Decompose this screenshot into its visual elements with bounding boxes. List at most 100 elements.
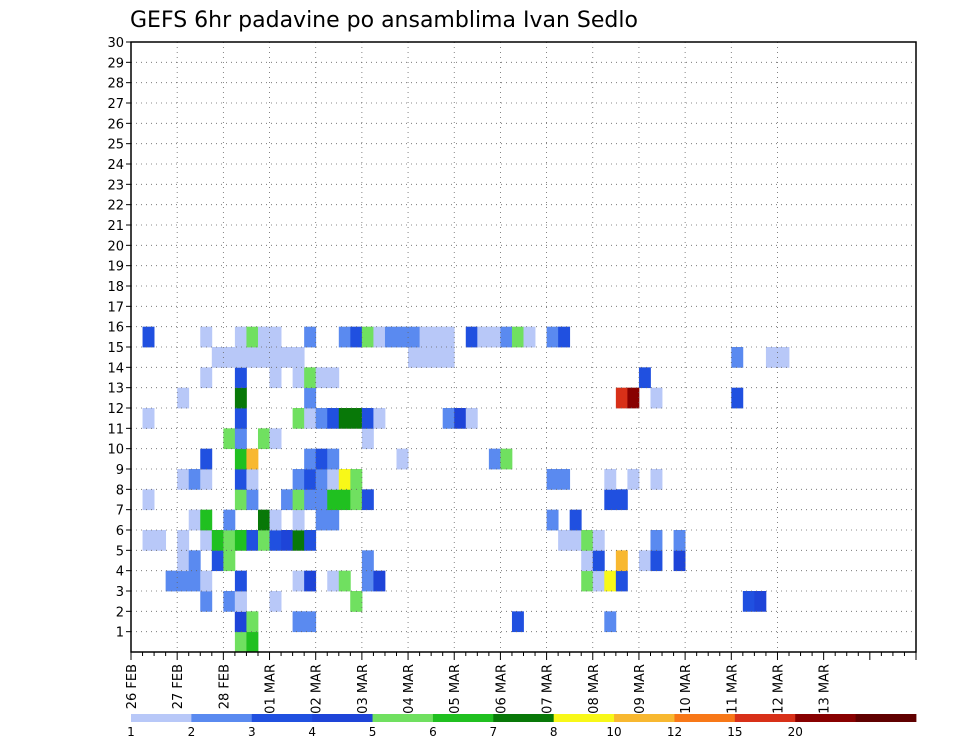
heatmap-cell <box>211 530 224 551</box>
colorbar-swatch <box>432 714 494 722</box>
heatmap-cell <box>281 489 294 511</box>
x-tick-label: 27 FEB <box>171 664 186 709</box>
heatmap-cell <box>396 326 409 348</box>
heatmap-cell <box>315 469 328 490</box>
heatmap-cell <box>246 631 259 653</box>
heatmap-cell <box>742 591 755 612</box>
heatmap-cell <box>511 611 524 633</box>
heatmap-cell <box>315 408 328 429</box>
heatmap-cell <box>292 489 305 511</box>
heatmap-cell <box>361 550 374 572</box>
y-tick-label: 12 <box>107 402 124 417</box>
heatmap-cell <box>257 509 270 531</box>
colorbar-label: 15 <box>727 725 742 739</box>
heatmap-cell <box>142 530 155 551</box>
x-tick-label: 03 MAR <box>356 664 371 714</box>
heatmap-cell <box>200 591 213 612</box>
x-tick-label: 02 MAR <box>310 664 325 714</box>
heatmap-cell <box>211 347 224 368</box>
y-tick-label: 18 <box>107 280 124 295</box>
heatmap-cell <box>408 326 421 348</box>
heatmap-cell <box>615 550 628 572</box>
heatmap-cell <box>500 448 513 470</box>
y-tick-label: 9 <box>116 463 124 478</box>
heatmap-cell <box>188 469 201 490</box>
heatmap-cell <box>558 326 571 348</box>
heatmap-cell <box>200 509 213 531</box>
colorbar-label: 8 <box>550 725 558 739</box>
heatmap-cell <box>246 448 259 470</box>
colorbar-swatch <box>493 714 555 722</box>
heatmap-cell <box>234 408 247 429</box>
heatmap-cell <box>350 469 363 490</box>
heatmap-cell <box>431 347 444 368</box>
y-tick-label: 11 <box>107 422 124 437</box>
heatmap-cell <box>488 448 501 470</box>
colorbar-swatch <box>131 714 192 722</box>
heatmap-cell <box>673 550 686 572</box>
heatmap-cell <box>442 326 455 348</box>
heatmap-cell <box>546 469 559 490</box>
heatmap-cell <box>419 347 432 368</box>
heatmap-cell <box>315 448 328 470</box>
heatmap-cell <box>200 326 213 348</box>
colorbar-label: 4 <box>308 725 316 739</box>
heatmap-cell <box>558 469 571 490</box>
heatmap-cell <box>269 367 282 389</box>
heatmap-cell <box>419 326 432 348</box>
heatmap-cell <box>246 611 259 633</box>
x-tick-label: 28 FEB <box>217 664 232 709</box>
heatmap-cell <box>396 448 409 470</box>
heatmap-cell <box>200 530 213 551</box>
heatmap-cell <box>327 448 340 470</box>
heatmap-cell <box>200 448 213 470</box>
x-tick-label: 09 MAR <box>633 664 648 714</box>
x-tick-label: 08 MAR <box>587 664 602 714</box>
heatmap-cell <box>327 408 340 429</box>
heatmap-cell <box>304 387 317 409</box>
heatmap-cell <box>211 550 224 572</box>
y-tick-label: 16 <box>107 321 124 336</box>
heatmap-cell <box>223 347 236 368</box>
heatmap-cell <box>292 509 305 531</box>
heatmap-cell <box>650 550 663 572</box>
y-tick-label: 25 <box>107 138 124 153</box>
heatmap-cell <box>200 367 213 389</box>
heatmap-cell <box>327 367 340 389</box>
heatmap-cell <box>200 469 213 490</box>
heatmap-cell <box>234 387 247 409</box>
heatmap-cell <box>142 326 155 348</box>
heatmap-cell <box>246 347 259 368</box>
colorbar-swatch <box>251 714 313 722</box>
heatmap-cell <box>650 530 663 551</box>
heatmap-cell <box>754 591 767 612</box>
heatmap-cell <box>188 509 201 531</box>
heatmap-cell <box>234 448 247 470</box>
heatmap-cell <box>234 469 247 490</box>
heatmap-cell <box>477 326 490 348</box>
heatmap-cell <box>338 408 351 429</box>
heatmap-cell <box>523 326 536 348</box>
x-tick-label: 07 MAR <box>541 664 556 714</box>
heatmap-cell <box>234 591 247 612</box>
heatmap-cell <box>234 326 247 348</box>
colorbar-label: 20 <box>788 725 803 739</box>
heatmap-cell <box>569 530 582 551</box>
heatmap-cell <box>304 326 317 348</box>
heatmap-cell <box>292 408 305 429</box>
heatmap-cell <box>234 530 247 551</box>
y-axis-ticks: 1234567891011121314151617181920212223242… <box>107 36 131 641</box>
y-tick-label: 3 <box>116 585 124 600</box>
heatmap-cell <box>731 347 744 368</box>
heatmap-cell <box>350 591 363 612</box>
heatmap-cell <box>304 611 317 633</box>
heatmap-cell <box>454 408 467 429</box>
heatmap-cell <box>177 469 190 490</box>
heatmap-cell <box>592 550 605 572</box>
heatmap-cell <box>604 489 617 511</box>
heatmap-cell <box>304 489 317 511</box>
y-tick-label: 10 <box>107 443 124 458</box>
heatmap-cell <box>234 570 247 592</box>
heatmap-cell <box>246 530 259 551</box>
colorbar-swatch <box>191 714 253 722</box>
